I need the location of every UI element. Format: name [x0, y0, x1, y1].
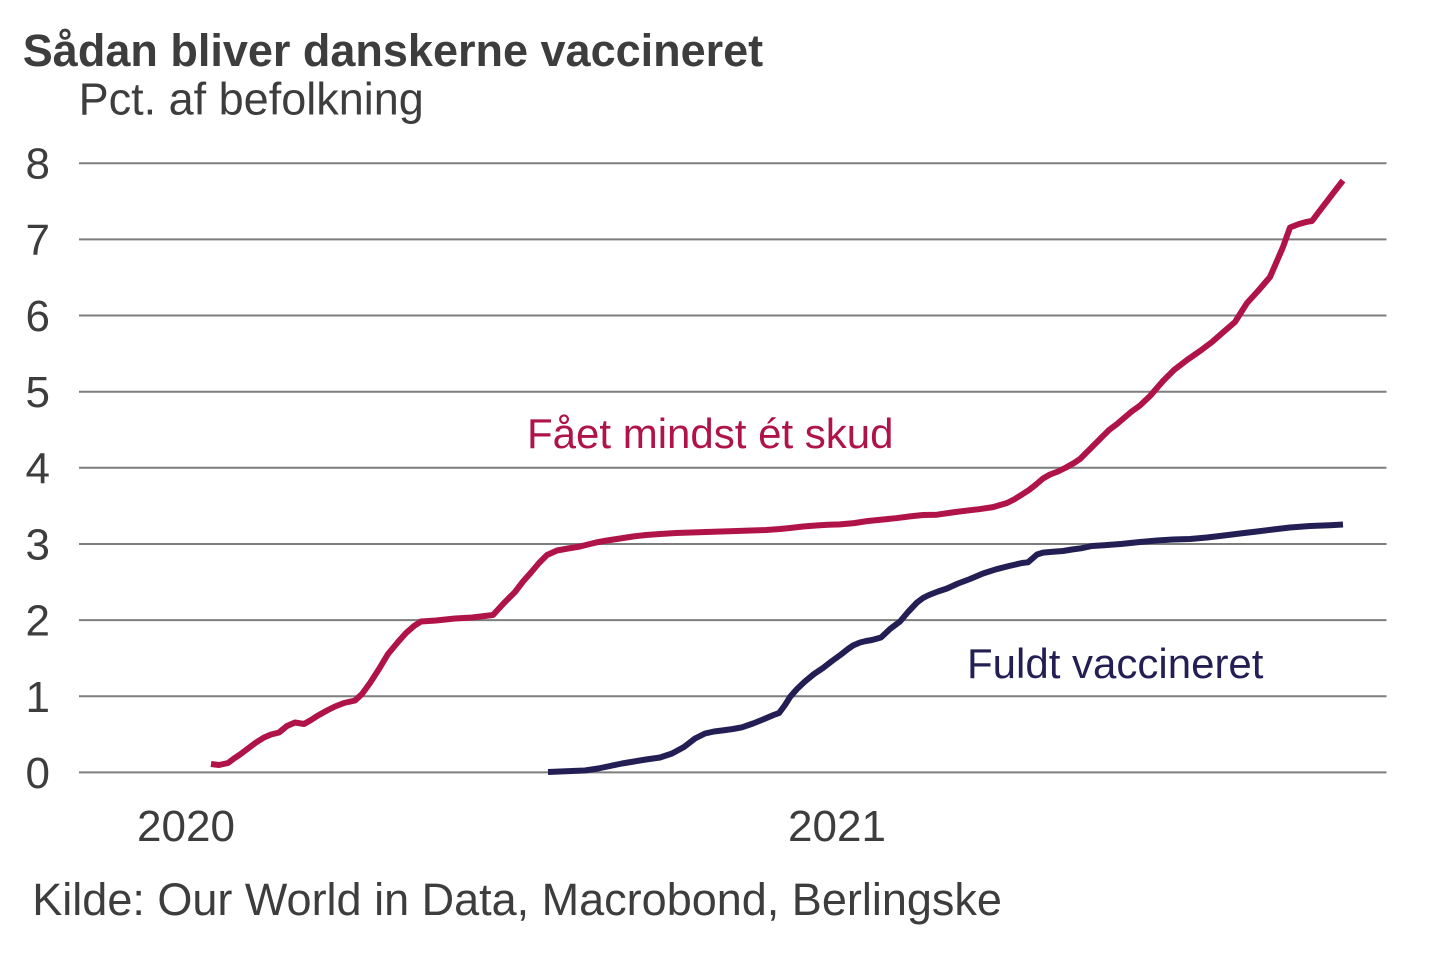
svg-text:0: 0 — [26, 749, 50, 798]
svg-text:2020: 2020 — [137, 802, 235, 851]
svg-text:1: 1 — [26, 673, 50, 722]
svg-text:6: 6 — [26, 292, 50, 341]
svg-text:Kilde: Our World in Data, Macr: Kilde: Our World in Data, Macrobond, Ber… — [32, 874, 1002, 925]
svg-text:5: 5 — [26, 368, 50, 417]
svg-text:8: 8 — [26, 140, 50, 189]
svg-text:Pct. af befolkning: Pct. af befolkning — [79, 74, 424, 125]
svg-text:4: 4 — [26, 444, 50, 493]
svg-text:Sådan bliver danskerne vaccine: Sådan bliver danskerne vaccineret — [23, 25, 763, 76]
svg-text:Fuldt vaccineret: Fuldt vaccineret — [967, 640, 1264, 687]
svg-text:2: 2 — [26, 597, 50, 646]
svg-text:Fået mindst ét skud: Fået mindst ét skud — [527, 410, 894, 457]
svg-text:2021: 2021 — [788, 802, 886, 851]
svg-text:3: 3 — [26, 521, 50, 570]
svg-text:7: 7 — [26, 216, 50, 265]
